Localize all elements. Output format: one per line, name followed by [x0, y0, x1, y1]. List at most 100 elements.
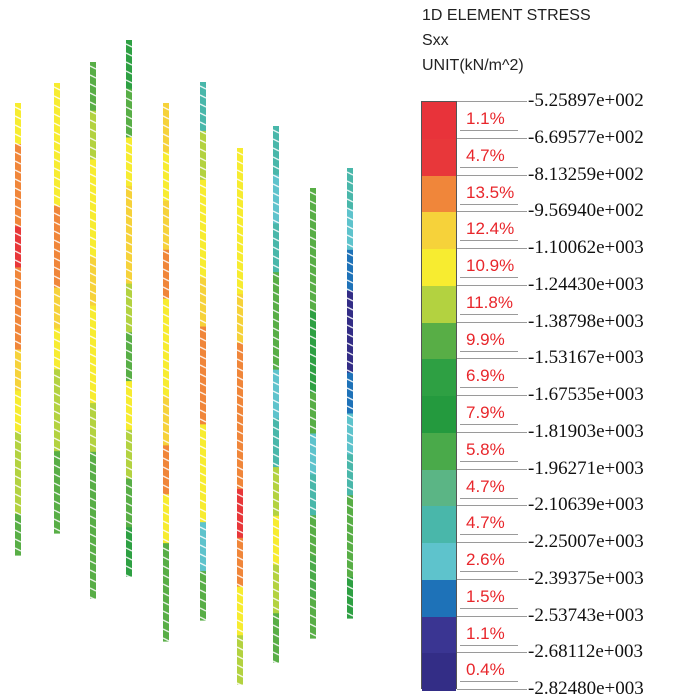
mesh-mark	[162, 268, 170, 273]
mesh-mark	[53, 320, 61, 325]
model-viewport[interactable]	[0, 0, 412, 700]
mesh-mark	[309, 560, 317, 565]
mesh-mark	[199, 283, 207, 288]
mesh-mark	[125, 340, 133, 345]
pile-element[interactable]	[236, 148, 244, 687]
mesh-mark	[89, 191, 97, 196]
pile-element[interactable]	[125, 40, 133, 579]
mesh-mark	[236, 394, 244, 399]
mesh-mark	[346, 189, 354, 194]
mesh-mark	[236, 493, 244, 498]
mesh-mark	[14, 475, 22, 480]
pile-element[interactable]	[272, 126, 280, 665]
mesh-mark	[14, 358, 22, 363]
mesh-mark	[14, 106, 22, 111]
mesh-mark	[199, 571, 207, 576]
mesh-mark	[272, 309, 280, 314]
mesh-mark	[309, 299, 317, 304]
mesh-mark	[236, 502, 244, 507]
mesh-mark	[125, 286, 133, 291]
pile-element[interactable]	[14, 103, 22, 556]
pile-segment	[126, 429, 132, 480]
mesh-mark	[199, 157, 207, 162]
pile-element[interactable]	[309, 188, 317, 639]
mesh-mark	[199, 526, 207, 531]
mesh-mark	[89, 533, 97, 538]
legend-title: 1D ELEMENT STRESS	[422, 7, 591, 24]
mesh-mark	[14, 151, 22, 156]
mesh-mark	[199, 472, 207, 477]
mesh-mark	[14, 295, 22, 300]
legend-swatch	[422, 506, 456, 544]
mesh-mark	[53, 131, 61, 136]
mesh-mark	[89, 308, 97, 313]
mesh-mark	[272, 282, 280, 287]
legend-percent-underline	[460, 644, 518, 646]
mesh-mark	[89, 290, 97, 295]
mesh-mark	[162, 484, 170, 489]
legend-swatch	[422, 138, 456, 176]
mesh-mark	[309, 596, 317, 601]
pile-element[interactable]	[346, 168, 354, 619]
mesh-mark	[346, 180, 354, 185]
pile-segment	[310, 188, 316, 230]
mesh-mark	[309, 344, 317, 349]
mesh-mark	[162, 178, 170, 183]
mesh-mark	[309, 308, 317, 313]
pile-segment	[126, 186, 132, 236]
mesh-mark	[346, 198, 354, 203]
legend-tick	[457, 652, 527, 654]
mesh-mark	[199, 211, 207, 216]
mesh-mark	[14, 250, 22, 255]
legend-percent-underline	[460, 350, 518, 352]
mesh-mark	[14, 466, 22, 471]
mesh-mark	[199, 238, 207, 243]
mesh-mark	[309, 425, 317, 430]
mesh-mark	[272, 624, 280, 629]
mesh-mark	[14, 547, 22, 552]
legend-percent: 4.7%	[466, 145, 505, 165]
mesh-mark	[125, 511, 133, 516]
pile-segment	[237, 342, 243, 393]
pile-segment	[90, 354, 96, 404]
mesh-mark	[309, 488, 317, 493]
mesh-mark	[272, 525, 280, 530]
pile-element[interactable]	[162, 103, 170, 642]
pile-segment	[163, 347, 169, 398]
legend-tick	[457, 358, 527, 360]
mesh-mark	[346, 243, 354, 248]
pile-element[interactable]	[53, 83, 61, 534]
mesh-mark	[14, 277, 22, 282]
mesh-mark	[14, 376, 22, 381]
mesh-mark	[346, 504, 354, 509]
mesh-mark	[14, 403, 22, 408]
mesh-mark	[89, 128, 97, 133]
legend-bound-value: -1.81903e+003	[528, 420, 644, 442]
pile-segment	[237, 391, 243, 441]
mesh-mark	[346, 585, 354, 590]
mesh-mark	[14, 268, 22, 273]
mesh-mark	[272, 633, 280, 638]
mesh-mark	[89, 164, 97, 169]
mesh-mark	[346, 567, 354, 572]
pile-element[interactable]	[89, 62, 97, 601]
mesh-mark	[14, 421, 22, 426]
mesh-mark	[346, 423, 354, 428]
mesh-mark	[53, 338, 61, 343]
mesh-mark	[162, 385, 170, 390]
mesh-mark	[309, 290, 317, 295]
mesh-mark	[14, 205, 22, 210]
pile-element[interactable]	[199, 82, 207, 621]
mesh-mark	[236, 430, 244, 435]
pile-segment	[200, 473, 206, 523]
mesh-mark	[125, 538, 133, 543]
mesh-mark	[309, 497, 317, 502]
legend-percent: 0.4%	[466, 660, 505, 680]
mesh-mark	[53, 113, 61, 118]
mesh-mark	[236, 376, 244, 381]
mesh-mark	[236, 277, 244, 282]
mesh-mark	[309, 218, 317, 223]
mesh-mark	[236, 241, 244, 246]
pile-segment	[310, 228, 316, 271]
mesh-mark	[125, 493, 133, 498]
